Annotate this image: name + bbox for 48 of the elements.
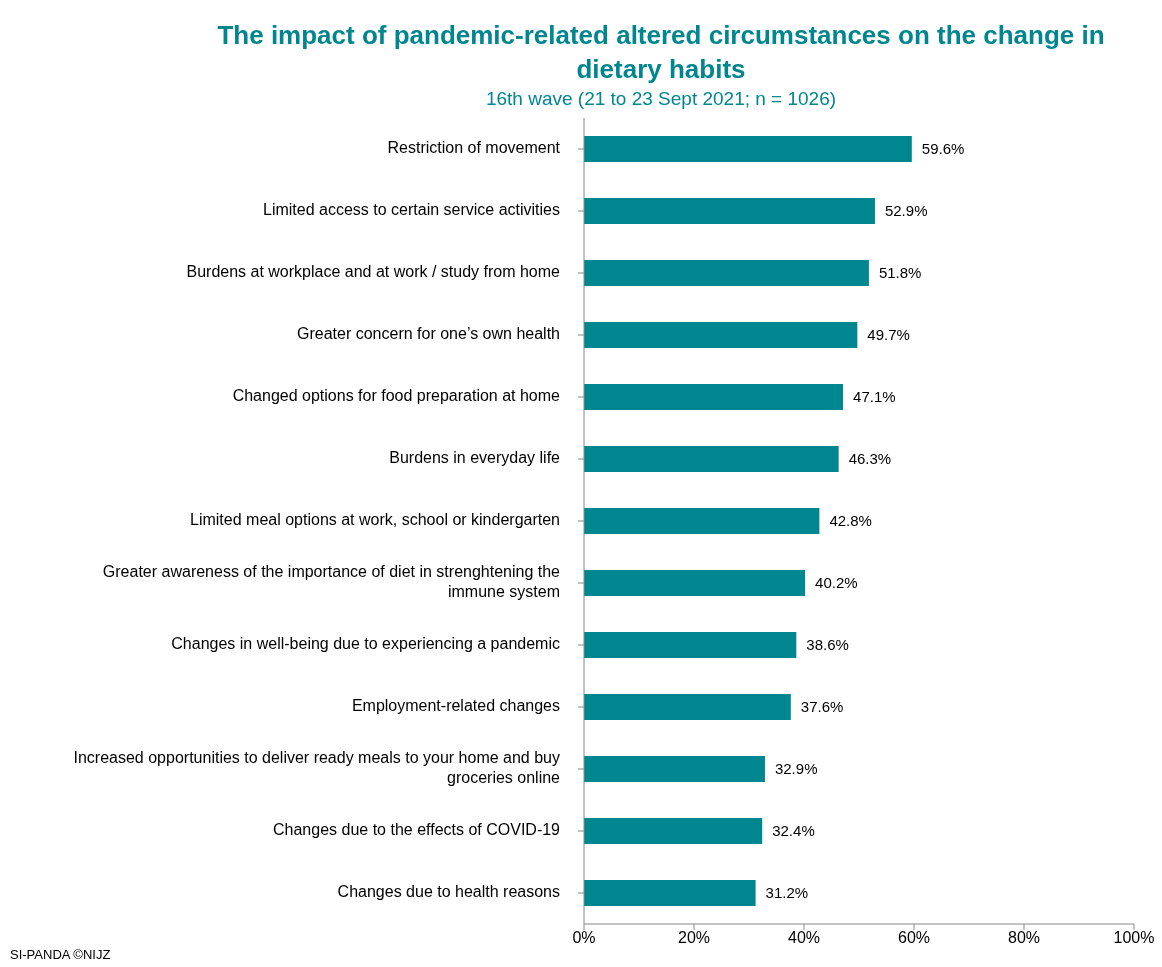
y-tick-label: Employment-related changes bbox=[351, 697, 560, 715]
x-tick-label: 60% bbox=[897, 929, 931, 947]
x-tick-label: 100% bbox=[1113, 929, 1155, 947]
data-label: 52.9% bbox=[884, 202, 928, 220]
y-tick-label: Limited meal options at work, school or kindergarten bbox=[190, 511, 560, 529]
y-tick-label: Increased opportunities to deliver ready meals to your home and buy groceries online bbox=[73, 749, 561, 787]
x-tick-label: 80% bbox=[1007, 929, 1041, 947]
bar bbox=[584, 260, 869, 286]
data-label: 47.1% bbox=[853, 388, 896, 406]
data-label: 46.3% bbox=[848, 450, 892, 468]
y-tick-label: Restriction of movement bbox=[387, 139, 561, 157]
bar bbox=[584, 508, 820, 534]
y-tick-label: Greater concern for one’s own health bbox=[297, 325, 560, 343]
data-label: 51.8% bbox=[878, 264, 922, 282]
data-label: 31.2% bbox=[765, 884, 809, 902]
data-label: 37.6% bbox=[800, 698, 844, 716]
data-label: 49.7% bbox=[867, 326, 910, 344]
bar bbox=[584, 384, 844, 410]
chart-title: The impact of pandemic-related altered circumstances on the change in dietary habits bbox=[216, 19, 1106, 86]
y-tick-label: Changes due to health reasons bbox=[337, 883, 560, 901]
text: SI-PANDA ©NIJZ bbox=[10, 947, 111, 962]
y-tick-label: Burdens at workplace and at work / study from home bbox=[186, 263, 561, 281]
data-label: 38.6% bbox=[806, 636, 849, 654]
bar bbox=[584, 756, 765, 782]
y-tick-label: Burdens in everyday life bbox=[389, 449, 561, 467]
y-tick-label: Changed options for food preparation at home bbox=[232, 387, 561, 405]
x-tick-label: 20% bbox=[677, 929, 711, 947]
bar bbox=[584, 694, 791, 720]
bar bbox=[584, 136, 912, 162]
bar bbox=[584, 570, 806, 596]
x-tick-label: 40% bbox=[787, 929, 821, 947]
bar bbox=[584, 632, 797, 658]
data-label: 32.4% bbox=[772, 822, 815, 840]
bar bbox=[584, 880, 756, 906]
y-tick-label: Limited access to certain service activities bbox=[263, 201, 560, 219]
bar bbox=[584, 198, 875, 224]
y-tick-label: Changes in well-being due to experiencing a pandemic bbox=[171, 635, 560, 653]
data-label: 42.8% bbox=[829, 512, 872, 530]
data-label: 32.9% bbox=[774, 760, 818, 778]
bar bbox=[584, 818, 763, 844]
y-tick-label: Greater awareness of the importance of diet in strenghtening the immune system bbox=[102, 563, 561, 601]
bar bbox=[584, 446, 839, 472]
data-label: 40.2% bbox=[815, 574, 858, 592]
bar bbox=[584, 322, 858, 348]
data-label: 59.6% bbox=[921, 140, 965, 158]
y-tick-label: Changes due to the effects of COVID-19 bbox=[273, 821, 561, 839]
x-tick-label: 0% bbox=[572, 929, 596, 947]
chart-subtitle: 16th wave (21 to 23 Sept 2021; n = 1026) bbox=[484, 87, 838, 110]
